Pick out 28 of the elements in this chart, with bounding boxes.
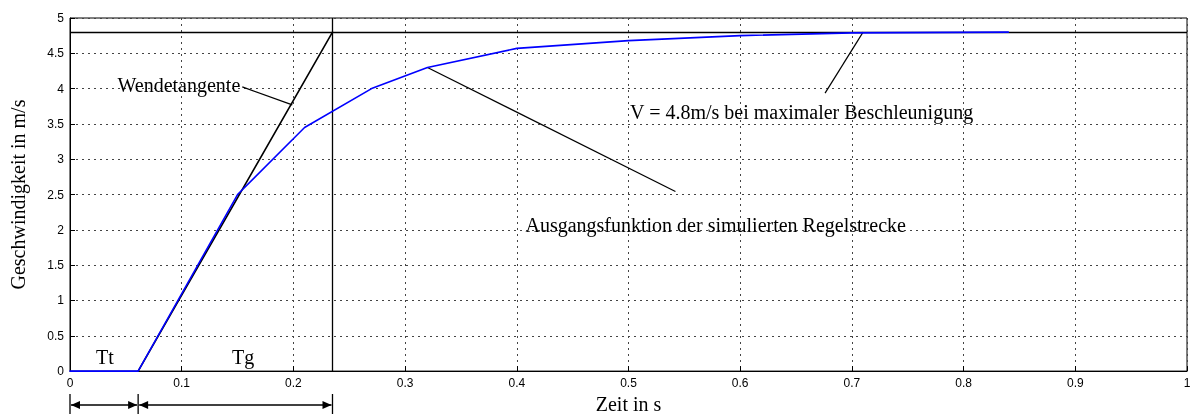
y-tick-label: 2 <box>57 222 65 237</box>
annotation: Wendetangente <box>117 73 241 97</box>
y-tick-label: 3 <box>57 152 65 167</box>
x-tick-label: 0.5 <box>620 376 638 391</box>
y-axis-title: Geschwindigkeit in m/s <box>7 99 30 290</box>
y-tick-label: 1.5 <box>47 258 65 273</box>
x-tick-label: 0.1 <box>173 376 191 391</box>
y-tick-label: 3.5 <box>47 116 65 131</box>
x-tick-label: 0.3 <box>396 376 414 391</box>
annotation: Tg <box>232 346 255 369</box>
x-tick-label: 0.2 <box>285 376 303 391</box>
x-tick-label: 0.9 <box>1066 376 1084 391</box>
y-tick-label: 0.5 <box>47 328 65 343</box>
x-tick-label: 0.7 <box>843 376 861 391</box>
y-tick-label: 5 <box>57 11 65 25</box>
y-tick-label: 1 <box>57 293 65 308</box>
y-tick-label: 4.5 <box>47 46 65 61</box>
annotation: V = 4.8m/s bei maximaler Beschleunigung <box>630 101 974 125</box>
y-tick-label: 4 <box>57 81 65 96</box>
y-tick-label: 0 <box>57 364 65 379</box>
x-tick-label: 0.4 <box>508 376 526 391</box>
annotation: Tt <box>96 346 115 368</box>
x-tick-label: 0.8 <box>955 376 973 391</box>
x-tick-label: 1 <box>1183 376 1191 391</box>
annotation: Ausgangsfunktion der simulierten Regelstrecke <box>525 214 907 238</box>
x-axis-title: Zeit in s <box>595 393 662 415</box>
y-tick-label: 2.5 <box>47 187 65 202</box>
x-tick-label: 0.6 <box>731 376 749 391</box>
